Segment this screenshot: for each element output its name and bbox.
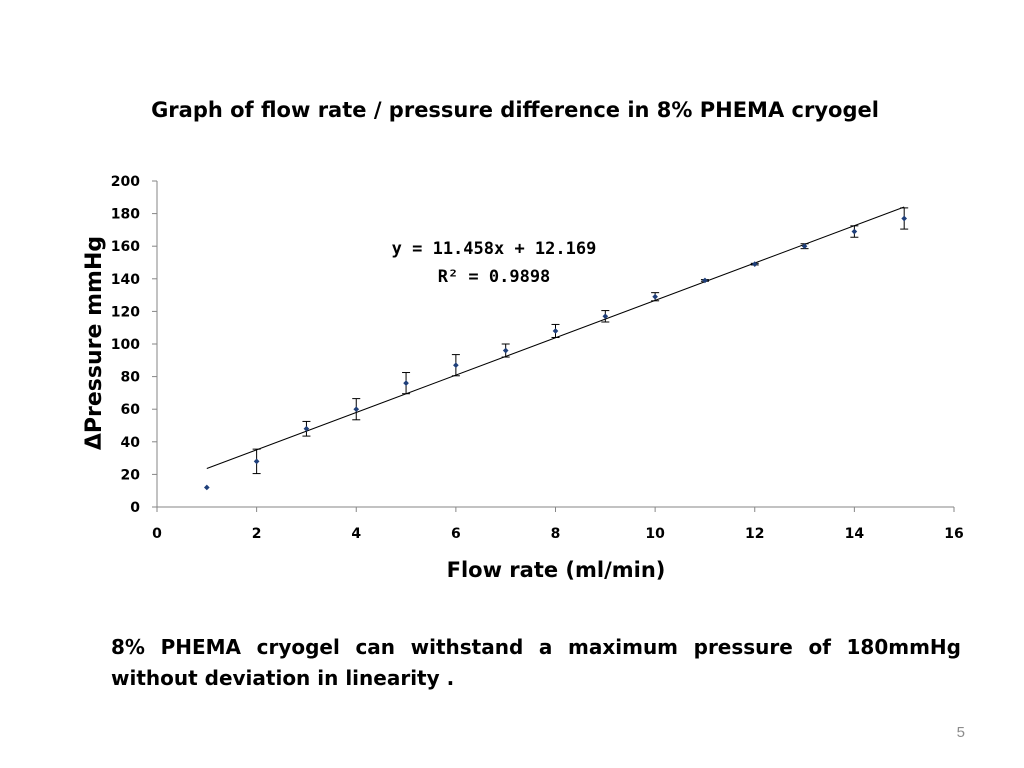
y-axis-label: ΔPressure mmHg (82, 236, 107, 450)
data-point (652, 293, 658, 300)
x-tick-label: 14 (845, 526, 865, 542)
x-axis-label: Flow rate (ml/min) (447, 558, 666, 582)
page-number: 5 (956, 724, 965, 741)
data-point (801, 243, 808, 250)
data-point (403, 380, 409, 386)
x-tick-label: 0 (152, 526, 162, 542)
data-point (751, 261, 758, 267)
tick-labels: 0 20 40 60 80 100 120 140 160 180 200 0 2 4 6 8 10 12 14 16 (111, 174, 964, 542)
r-squared-label: R² = 0.9898 (438, 267, 551, 287)
y-tick-label: 100 (111, 337, 140, 353)
y-tick-label: 0 (130, 500, 140, 516)
x-tick-label: 4 (351, 526, 361, 542)
x-tick-label: 10 (645, 526, 665, 542)
axes (152, 180, 955, 512)
chart-title: Graph of flow rate / pressure difference… (151, 98, 879, 122)
y-tick-label: 120 (111, 304, 140, 320)
x-tick-label: 16 (944, 526, 963, 542)
data-points (203, 207, 909, 491)
data-point (502, 347, 509, 354)
x-tick-label: 2 (252, 526, 262, 542)
data-point (253, 458, 260, 465)
data-point (353, 406, 360, 413)
y-tick-label: 60 (121, 402, 141, 418)
y-tick-label: 140 (111, 272, 140, 288)
data-point (702, 277, 708, 284)
x-tick-label: 12 (745, 526, 764, 542)
data-point (552, 328, 559, 334)
y-tick-label: 20 (121, 467, 141, 483)
data-point (203, 484, 210, 491)
data-point (453, 362, 459, 369)
x-tick-label: 6 (451, 526, 461, 542)
y-tick-label: 40 (121, 435, 141, 451)
trendline-equation: y = 11.458x + 12.169 (392, 239, 597, 259)
data-point (851, 228, 858, 235)
data-point (602, 313, 609, 320)
slide-caption: 8% PHEMA cryogel can withstand a maximum… (111, 635, 961, 690)
data-point (901, 215, 908, 222)
y-tick-label: 160 (111, 239, 140, 255)
y-tick-label: 180 (111, 207, 140, 223)
y-tick-label: 80 (121, 370, 141, 386)
y-tick-label: 200 (111, 174, 140, 190)
data-point (303, 425, 310, 432)
x-tick-label: 8 (551, 526, 561, 542)
